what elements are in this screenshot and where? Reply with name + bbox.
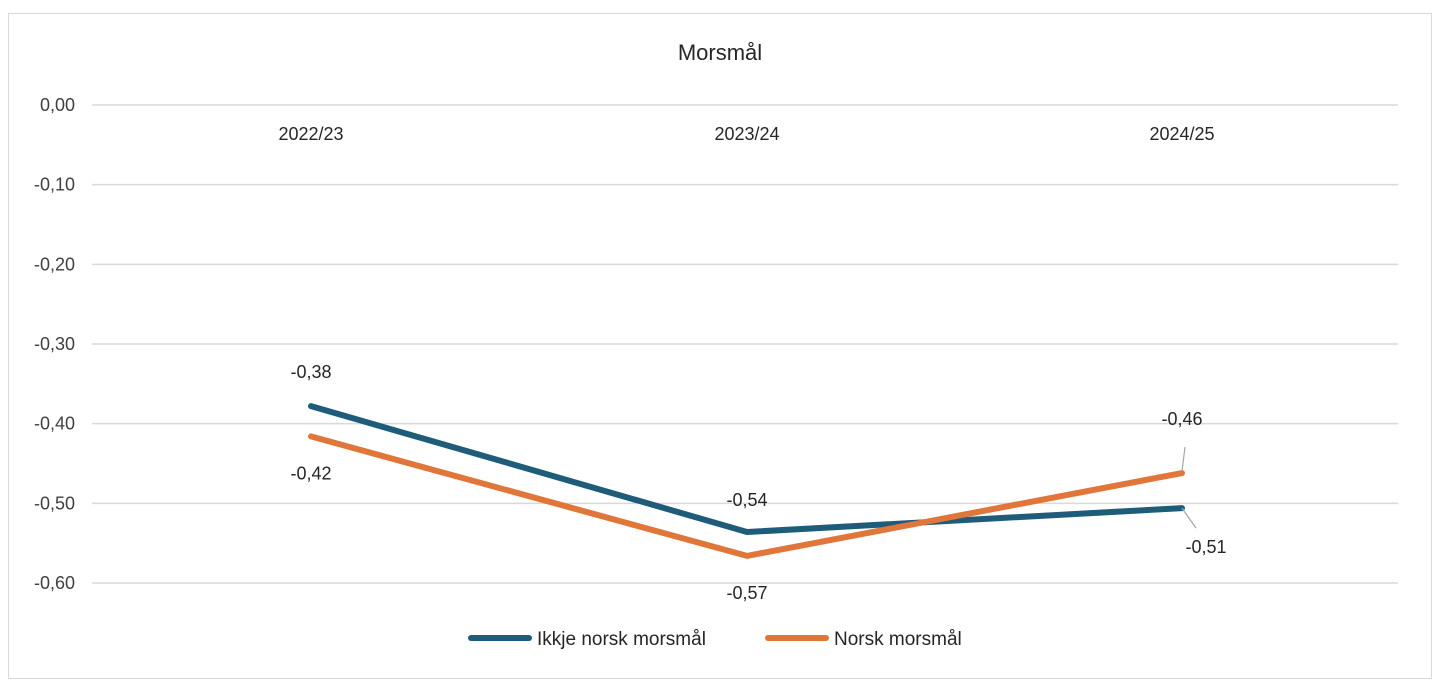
x-category-label: 2023/24: [714, 124, 779, 144]
data-label: -0,54: [726, 490, 767, 510]
x-category-label: 2024/25: [1149, 124, 1214, 144]
y-tick-label: -0,20: [34, 254, 75, 274]
series-line-norsk: [308, 433, 1185, 559]
y-tick-label: -0,60: [34, 573, 75, 593]
data-label: -0,46: [1161, 409, 1202, 429]
legend: Ikkje norsk morsmål Norsk morsmål: [468, 629, 962, 650]
y-axis-ticks: 0,00 -0,10 -0,20 -0,30 -0,40 -0,50 -0,60: [34, 95, 75, 593]
series-lines: [308, 403, 1185, 559]
y-tick-label: -0,30: [34, 334, 75, 354]
data-label: -0,38: [290, 362, 331, 382]
y-tick-label: -0,50: [34, 493, 75, 513]
gridlines: [92, 104, 1398, 584]
chart-title: Morsmål: [678, 40, 762, 65]
data-labels: -0,38 -0,54 -0,51 -0,42 -0,57 -0,46: [290, 362, 1226, 603]
chart-frame: [8, 13, 1432, 679]
y-tick-label: -0,40: [34, 414, 75, 434]
legend-label: Ikkje norsk morsmål: [537, 629, 706, 650]
y-tick-label: -0,10: [34, 175, 75, 195]
x-category-label: 2022/23: [278, 124, 343, 144]
series-line-ikkje-norsk: [308, 403, 1185, 536]
leader-line: [1181, 446, 1186, 472]
x-axis-categories: 2022/23 2023/24 2024/25: [278, 124, 1214, 144]
data-label: -0,57: [726, 583, 767, 603]
data-label: -0,42: [290, 463, 331, 483]
y-tick-label: 0,00: [40, 95, 75, 115]
legend-label: Norsk morsmål: [834, 629, 962, 650]
data-label: -0,51: [1185, 537, 1226, 557]
leader-line: [1181, 507, 1197, 529]
